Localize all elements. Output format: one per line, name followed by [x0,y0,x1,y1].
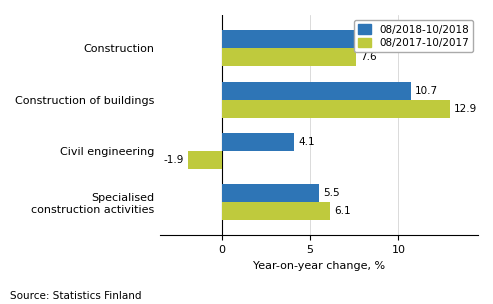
Text: 5.5: 5.5 [323,188,340,198]
Bar [222,30,356,48]
Text: Source: Statistics Finland: Source: Statistics Finland [10,291,141,301]
Bar [222,100,450,118]
Text: 10.7: 10.7 [415,86,438,96]
Bar [222,202,329,220]
Bar [222,184,319,202]
Bar [222,133,294,151]
X-axis label: Year-on-year change, %: Year-on-year change, % [253,261,385,271]
Text: 7.6: 7.6 [360,34,377,44]
Bar [188,151,222,169]
Text: 6.1: 6.1 [334,206,351,216]
Text: 4.1: 4.1 [299,137,315,147]
Text: -1.9: -1.9 [163,155,184,165]
Bar [222,48,356,66]
Text: 12.9: 12.9 [454,104,477,114]
Legend: 08/2018-10/2018, 08/2017-10/2017: 08/2018-10/2018, 08/2017-10/2017 [354,20,473,52]
Bar [222,82,411,100]
Text: 7.6: 7.6 [360,52,377,62]
